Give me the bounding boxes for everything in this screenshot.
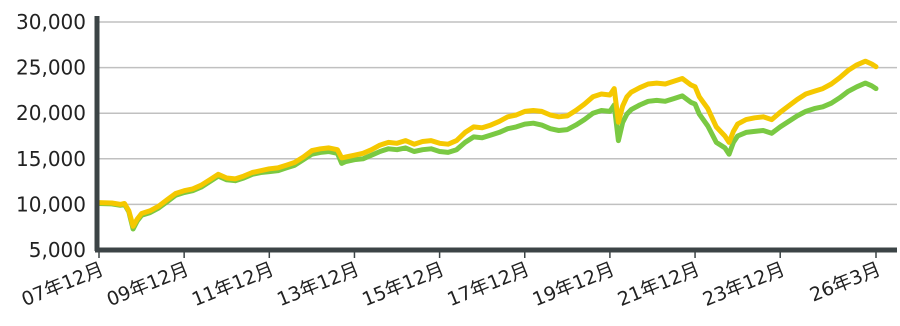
- series-group: [96, 58, 879, 232]
- x-tick-label: 19年12月: [529, 258, 617, 311]
- series-line-2: [96, 80, 879, 232]
- y-tick-label: 20,000: [16, 101, 86, 125]
- x-tick-label: 07年12月: [19, 258, 107, 311]
- series-line-1: [96, 58, 879, 229]
- y-tick-label: 25,000: [16, 56, 86, 80]
- grid-lines: [97, 21, 897, 206]
- y-tick-label: 5,000: [29, 238, 86, 262]
- x-tick-label: 11年12月: [189, 258, 277, 311]
- y-tick-label: 15,000: [16, 147, 86, 171]
- x-axis-ticks: 07年12月09年12月11年12月13年12月15年12月17年12月19年1…: [19, 250, 884, 311]
- x-tick-label: 23年12月: [700, 258, 788, 311]
- x-tick-label: 26年3月: [807, 258, 884, 306]
- x-tick-label: 09年12月: [104, 258, 192, 311]
- x-tick-label: 15年12月: [359, 258, 447, 311]
- y-tick-label: 10,000: [16, 192, 86, 216]
- x-tick-label: 13年12月: [274, 258, 362, 311]
- axes: [94, 16, 897, 253]
- x-tick-label: 21年12月: [615, 258, 703, 311]
- x-tick-label: 17年12月: [444, 258, 532, 311]
- y-tick-label: 30,000: [16, 10, 86, 34]
- y-axis-ticks: 5,000 10,000 15,000 20,000 25,000 30,000: [16, 10, 86, 262]
